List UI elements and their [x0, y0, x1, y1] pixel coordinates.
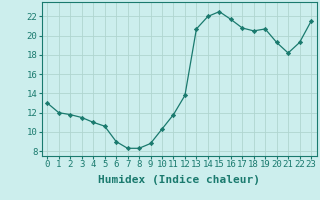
X-axis label: Humidex (Indice chaleur): Humidex (Indice chaleur) [98, 175, 260, 185]
